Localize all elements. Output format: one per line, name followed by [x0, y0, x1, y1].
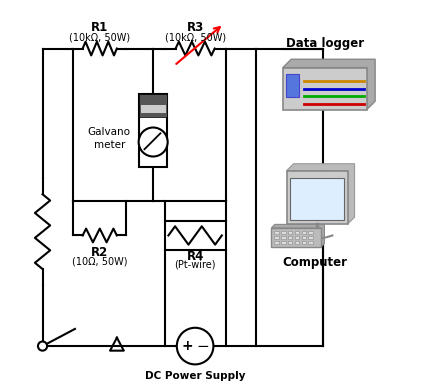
FancyBboxPatch shape	[302, 236, 306, 239]
FancyBboxPatch shape	[281, 236, 286, 239]
Text: (10kΩ, 50W): (10kΩ, 50W)	[69, 32, 130, 42]
FancyBboxPatch shape	[139, 94, 167, 117]
Text: +: +	[182, 339, 193, 353]
FancyBboxPatch shape	[295, 231, 299, 234]
FancyBboxPatch shape	[165, 221, 225, 250]
Text: meter: meter	[94, 140, 125, 150]
FancyBboxPatch shape	[139, 94, 167, 167]
Text: Computer: Computer	[283, 256, 348, 269]
Text: (10kΩ, 50W): (10kΩ, 50W)	[164, 32, 226, 42]
Circle shape	[38, 341, 47, 351]
FancyBboxPatch shape	[286, 74, 299, 97]
FancyBboxPatch shape	[295, 236, 299, 239]
FancyBboxPatch shape	[290, 178, 344, 220]
FancyBboxPatch shape	[308, 236, 313, 239]
FancyBboxPatch shape	[286, 171, 347, 224]
FancyBboxPatch shape	[288, 241, 293, 244]
FancyBboxPatch shape	[281, 231, 286, 234]
Text: DC Power Supply: DC Power Supply	[145, 371, 245, 381]
FancyBboxPatch shape	[308, 231, 313, 234]
Polygon shape	[286, 164, 354, 224]
FancyBboxPatch shape	[295, 241, 299, 244]
FancyBboxPatch shape	[271, 228, 321, 247]
Text: R2: R2	[91, 246, 109, 259]
FancyBboxPatch shape	[283, 68, 367, 110]
FancyBboxPatch shape	[141, 105, 166, 113]
Text: R4: R4	[187, 250, 204, 263]
Text: Data logger: Data logger	[286, 38, 364, 50]
Text: Galvano: Galvano	[88, 127, 131, 137]
Text: (Pt-wire): (Pt-wire)	[174, 260, 216, 270]
Polygon shape	[283, 59, 375, 110]
Text: R1: R1	[91, 21, 109, 34]
FancyBboxPatch shape	[302, 231, 306, 234]
FancyBboxPatch shape	[274, 241, 279, 244]
Text: (10Ω, 50W): (10Ω, 50W)	[72, 257, 127, 266]
FancyBboxPatch shape	[288, 231, 293, 234]
Polygon shape	[271, 224, 324, 247]
FancyBboxPatch shape	[274, 236, 279, 239]
FancyBboxPatch shape	[281, 241, 286, 244]
FancyBboxPatch shape	[274, 231, 279, 234]
FancyBboxPatch shape	[308, 241, 313, 244]
Text: R3: R3	[187, 21, 204, 34]
Circle shape	[139, 127, 168, 156]
FancyBboxPatch shape	[302, 241, 306, 244]
Text: −: −	[197, 339, 209, 354]
Circle shape	[177, 328, 214, 365]
FancyBboxPatch shape	[288, 236, 293, 239]
